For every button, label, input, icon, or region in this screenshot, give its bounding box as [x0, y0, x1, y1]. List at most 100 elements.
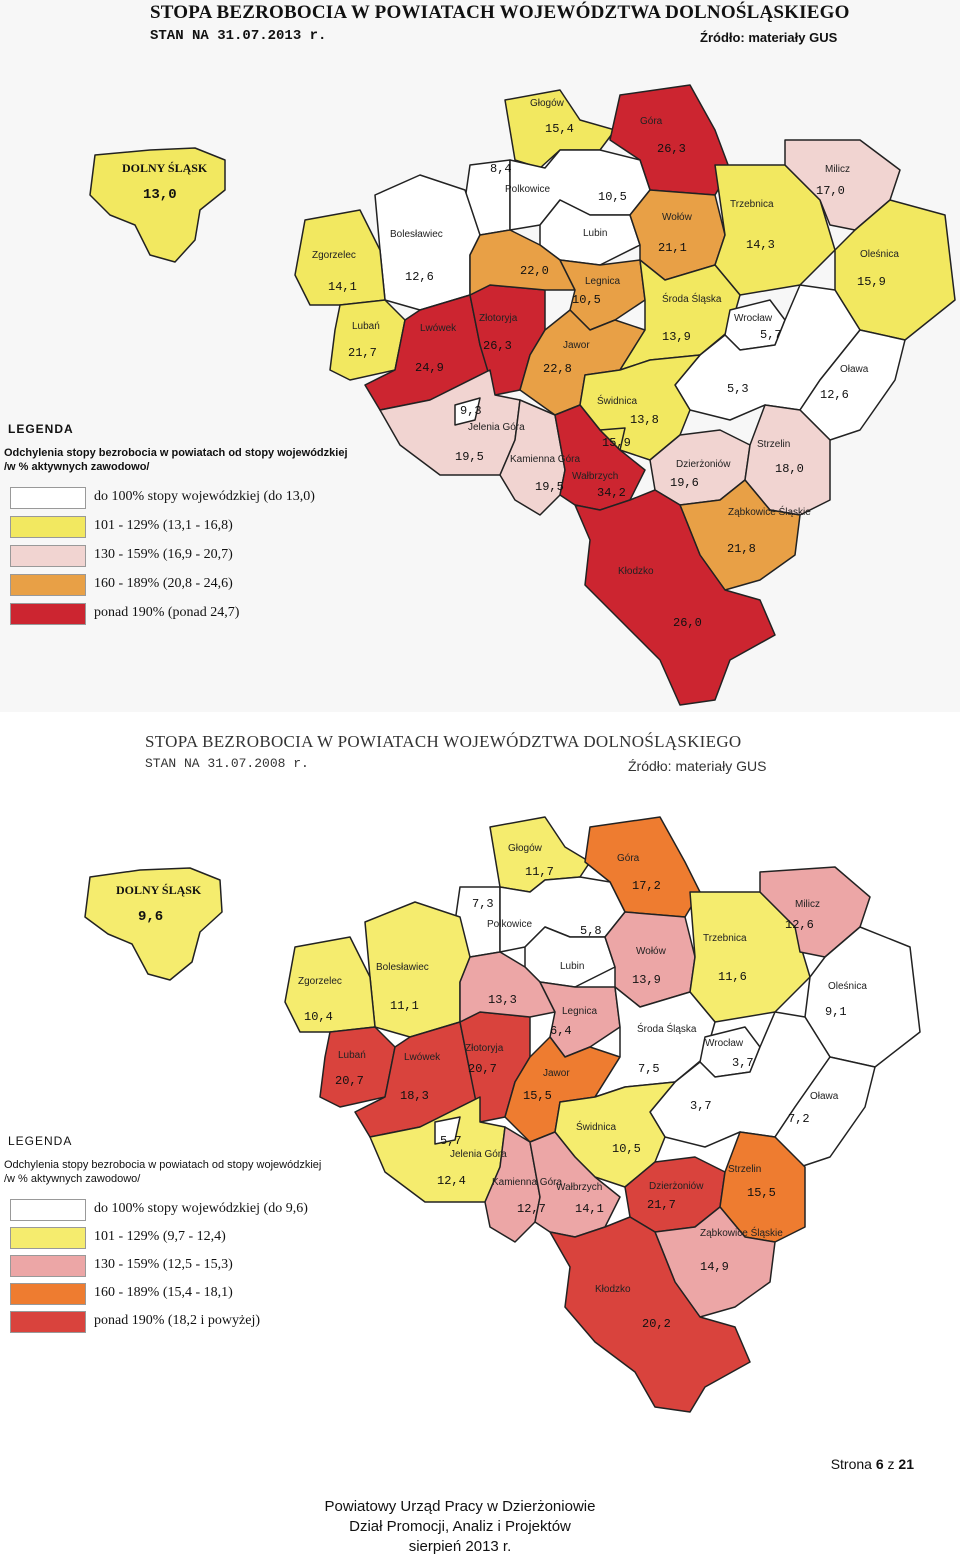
district-klodzko: [549, 1216, 751, 1413]
district-name-label: Góra: [640, 116, 663, 127]
legend-subtitle-unit: /w % aktywnych zawodowo/: [4, 461, 150, 473]
district-value-label: 20,7: [335, 1074, 364, 1088]
district-value-label: 13,9: [632, 973, 661, 987]
district-name-label: Trzebnica: [703, 933, 747, 944]
legend-item: do 100% stopy wojewódzkiej (do 13,0): [10, 487, 350, 509]
district-name-label: Wrocław: [705, 1038, 744, 1049]
district-name-label: Polkowice: [487, 919, 532, 930]
district-name-label: Wrocław: [734, 313, 773, 324]
region-inset-shape: [89, 147, 226, 263]
legend-item: ponad 190% (ponad 24,7): [10, 603, 350, 625]
legend-item: 130 - 159% (12,5 - 15,3): [10, 1255, 350, 1277]
district-name-label: Oleśnica: [860, 249, 899, 260]
legend-swatch: [10, 1199, 86, 1221]
district-value-label: 9,1: [825, 1005, 847, 1019]
district-name-label: Trzebnica: [730, 199, 774, 210]
district-name-label: Kamienna Góra: [510, 454, 580, 465]
district-name-label: Lubin: [583, 228, 607, 239]
district-name-label: Wołów: [636, 946, 667, 957]
district-value-label: 10,4: [304, 1010, 333, 1024]
district-value-label: 6,4: [550, 1024, 572, 1038]
district-name-label: Wałbrzych: [556, 1182, 602, 1193]
district-value-label: 7,5: [638, 1062, 660, 1076]
district-value-label: 9,3: [460, 404, 482, 418]
district-luban: [329, 299, 406, 381]
legend-item: do 100% stopy wojewódzkiej (do 9,6): [10, 1199, 350, 1221]
district-name-label: Dzierżoniów: [676, 459, 731, 470]
district-value-label: 15,9: [857, 275, 886, 289]
district-9-3: [454, 397, 481, 426]
district-name-label: Jawor: [563, 340, 590, 351]
district-value-label: 19,6: [670, 476, 699, 490]
legend-swatch: [10, 487, 86, 509]
district-value-label: 8,4: [490, 162, 512, 176]
legend-swatch: [10, 1255, 86, 1277]
legend-subtitle: Odchylenia stopy bezrobocia w powiatach …: [4, 447, 348, 459]
map-source: Źródło: materiały GUS: [700, 30, 838, 45]
map-2013-svg: DOLNY ŚLĄSK 13,0 Głogów 15,4 Góra 26,3 8,4 Po…: [89, 84, 956, 706]
page-prefix: Strona: [830, 1456, 872, 1472]
footer-office: Powiatowy Urząd Pracy w Dzierżoniowie: [324, 1498, 596, 1515]
district-value-label: 14,1: [575, 1202, 604, 1216]
district-name-label: Głogów: [530, 98, 565, 109]
district-value-label: 20,7: [468, 1062, 497, 1076]
district-value-label: 21,1: [658, 241, 687, 255]
district-value-label: 5,8: [580, 924, 602, 938]
district-name-label: Oława: [810, 1091, 839, 1102]
legend-item: 101 - 129% (9,7 - 12,4): [10, 1227, 350, 1249]
district-5-7: [434, 1116, 461, 1145]
district-name-label: Lwówek: [420, 323, 457, 334]
district-value-label: 34,2: [597, 486, 626, 500]
district-name-label: Lwówek: [404, 1052, 441, 1063]
district-name-label: Ząbkowice Śląskie: [728, 505, 811, 518]
map-2008: DOLNY ŚLĄSK 9,6 Głogów 11,7 Góra 17,2 7,3 Pol…: [0, 712, 960, 1422]
legend-label: 101 - 129% (9,7 - 12,4): [94, 1229, 226, 1244]
district-value-label: 5,7: [760, 328, 782, 342]
district-name-label: Kłodzko: [618, 566, 654, 577]
legend-label: 130 - 159% (16,9 - 20,7): [94, 547, 233, 562]
map-2008-svg: DOLNY ŚLĄSK 9,6 Głogów 11,7 Góra 17,2 7,3 Pol…: [84, 816, 921, 1413]
legend-swatch: [10, 574, 86, 596]
legend-subtitle-unit: /w % aktywnych zawodowo/: [4, 1173, 141, 1185]
district-value-label: 7,3: [472, 897, 494, 911]
district-value-label: 24,9: [415, 361, 444, 375]
district-boleslawiec: [374, 174, 481, 311]
region-value-label: 13,0: [143, 187, 177, 203]
district-olawa: [774, 1056, 876, 1168]
district-name-label: Strzelin: [757, 439, 790, 450]
district-name-label: Kłodzko: [595, 1284, 631, 1295]
region-value-label: 9,6: [138, 909, 163, 925]
district-value-label: 11,6: [718, 970, 747, 984]
district-name-label: Legnica: [585, 276, 620, 287]
district-value-label: 19,5: [455, 450, 484, 464]
legend-subtitle: Odchylenia stopy bezrobocia w powiatach …: [4, 1159, 322, 1171]
district-value-label: 26,0: [673, 616, 702, 630]
legend-label: 160 - 189% (15,4 - 18,1): [94, 1285, 233, 1300]
district-name-label: Strzelin: [728, 1164, 761, 1175]
district-name-label: Wałbrzych: [572, 471, 618, 482]
district-value-label: 14,9: [700, 1260, 729, 1274]
district-value-label: 11,1: [390, 999, 419, 1013]
district-value-label: 15,5: [523, 1089, 552, 1103]
district-name-label: Złotoryja: [479, 313, 518, 324]
district-value-label: 18,3: [400, 1089, 429, 1103]
district-value-label: 18,0: [775, 462, 804, 476]
district-name-label: Milicz: [825, 164, 850, 175]
district-value-label: 13,9: [662, 330, 691, 344]
district-name-label: Dzierżoniów: [649, 1181, 704, 1192]
district-name-label: Oleśnica: [828, 981, 867, 992]
district-klodzko: [574, 489, 776, 706]
legend-item: 130 - 159% (16,9 - 20,7): [10, 545, 350, 567]
district-value-label: 17,2: [632, 879, 661, 893]
legend-label: 101 - 129% (13,1 - 16,8): [94, 518, 233, 533]
district-name-label: Lubań: [338, 1050, 366, 1061]
district-name-label: Głogów: [508, 843, 543, 854]
legend-title: LEGENDA: [8, 422, 74, 436]
district-value-label: 21,8: [727, 542, 756, 556]
district-name-label: Polkowice: [505, 184, 550, 195]
page-of: z: [887, 1456, 895, 1472]
district-value-label: 14,1: [328, 280, 357, 294]
legend-title: LEGENDA: [8, 1134, 73, 1148]
district-value-label: 19,5: [535, 480, 564, 494]
legend-label: do 100% stopy wojewódzkiej (do 9,6): [94, 1201, 308, 1216]
